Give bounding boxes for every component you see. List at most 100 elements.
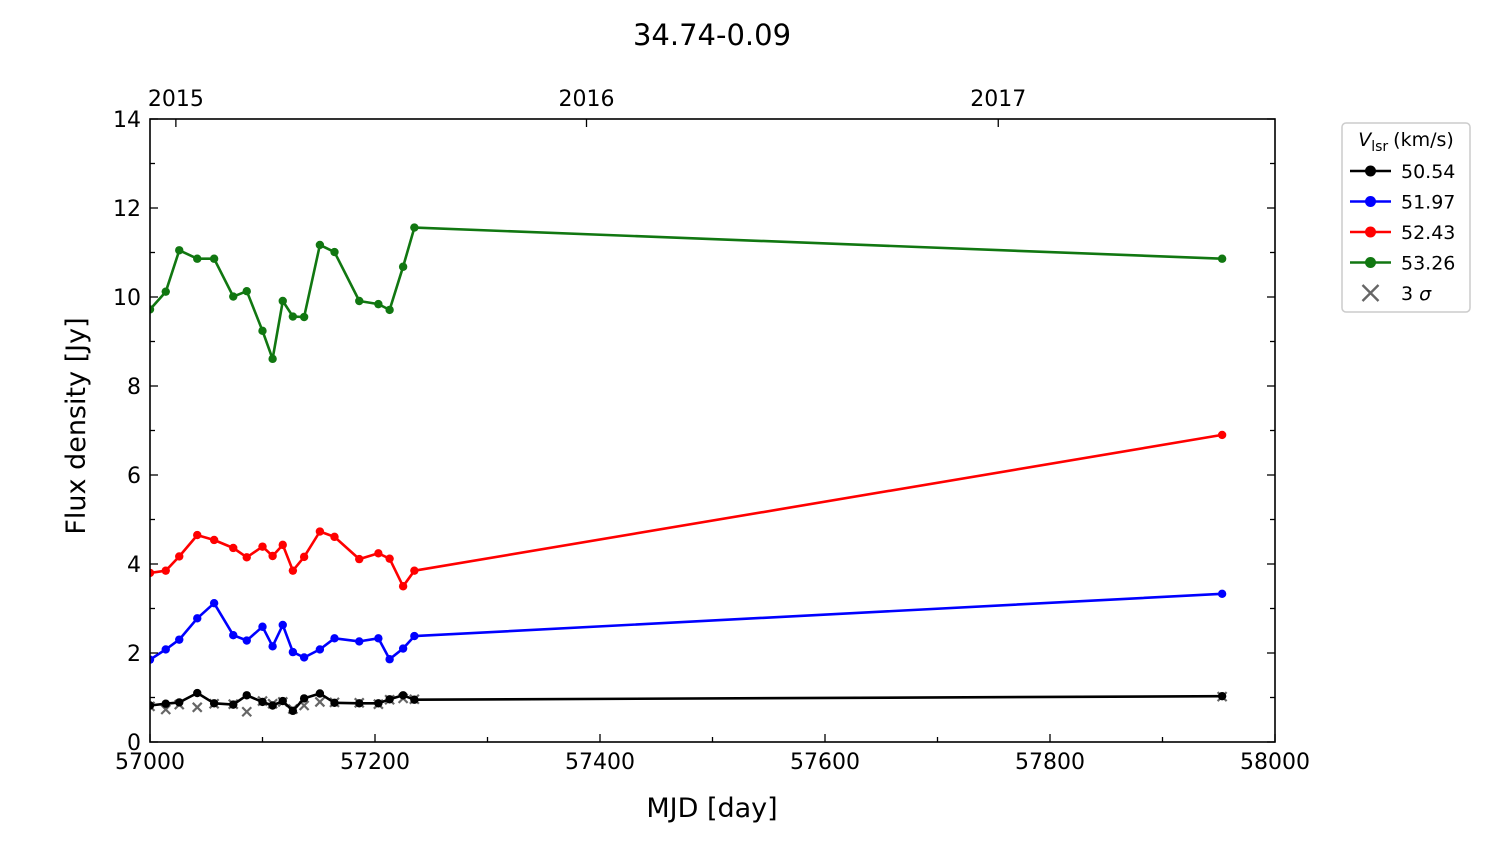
- legend-entry-53.26: 53.26: [1350, 253, 1455, 275]
- data-point-50.54: [398, 691, 408, 700]
- series-line-50.54: [150, 691, 1223, 713]
- data-point-53.26: [278, 296, 287, 306]
- x-tick-label: 57400: [565, 750, 635, 775]
- data-point-53.26: [355, 296, 364, 306]
- data-point-51.97: [355, 637, 364, 646]
- data-point-53.26: [175, 246, 184, 255]
- data-point-52.43: [1217, 430, 1227, 440]
- data-point-52.43: [161, 566, 170, 575]
- data-point-53.26: [410, 223, 419, 232]
- data-point-53.26: [150, 305, 155, 314]
- data-point-53.26: [229, 292, 238, 301]
- data-point-52.43: [150, 568, 155, 578]
- legend-label: 3 σ: [1401, 283, 1432, 305]
- y-tick-label: 10: [113, 286, 141, 311]
- data-point-50.54: [278, 696, 287, 706]
- three-sigma-marker: [191, 702, 203, 713]
- data-point-52.43: [288, 566, 298, 575]
- data-point-53.26: [398, 262, 408, 271]
- legend-marker: [1365, 257, 1376, 268]
- data-point-50.54: [242, 691, 251, 700]
- y-tick-label: 8: [127, 375, 141, 400]
- data-point-52.43: [268, 551, 277, 561]
- y-tick-label: 12: [113, 197, 141, 222]
- data-point-53.26: [209, 254, 219, 263]
- data-point-51.97: [1217, 589, 1227, 599]
- data-point-50.54: [258, 697, 267, 707]
- data-point-52.43: [410, 566, 419, 575]
- data-point-53.26: [193, 254, 202, 263]
- data-point-53.26: [1217, 254, 1227, 263]
- data-point-51.97: [299, 653, 309, 662]
- x-tick-label: 57200: [340, 750, 410, 775]
- data-point-53.26: [330, 247, 339, 257]
- data-point-52.43: [315, 527, 325, 536]
- data-point-53.26: [288, 312, 298, 321]
- legend-entry-50.54: 50.54: [1350, 161, 1455, 183]
- axes: 57000 57200 57400 57600 57800 58000 0 2 4 6 8 10 12 1…: [113, 87, 1310, 775]
- legend-marker: [1365, 165, 1376, 177]
- data-point-53.26: [299, 312, 309, 322]
- y-tick-label: 2: [127, 642, 141, 667]
- three-sigma-stroke: [150, 704, 156, 712]
- data-point-50.54: [161, 699, 170, 708]
- legend-title: Vlsr (km/s): [1358, 129, 1454, 155]
- chart-title: 34.74-0.09: [633, 18, 791, 52]
- three-sigma-stroke: [241, 706, 253, 718]
- three-sigma-stroke: [314, 696, 326, 708]
- legend-label: 53.26: [1401, 253, 1455, 275]
- data-point-53.26: [258, 326, 267, 336]
- data-point-50.54: [193, 688, 202, 698]
- legend-entry-51.97: 51.97: [1350, 192, 1455, 214]
- data-point-50.54: [315, 689, 325, 698]
- data-point-53.26: [315, 240, 325, 250]
- data-point-53.26: [242, 287, 251, 296]
- legend-label: 51.97: [1401, 192, 1455, 214]
- data-point-52.43: [209, 535, 219, 545]
- data-point-53.26: [268, 354, 277, 364]
- data-point-50.54: [410, 695, 419, 704]
- data-point-51.97: [229, 631, 238, 640]
- data-point-52.43: [175, 552, 184, 561]
- series-line-52.43: [150, 433, 1223, 588]
- data-point-51.97: [209, 598, 219, 608]
- top-year-label: 2015: [148, 87, 204, 112]
- y-axis-title: Flux density [Jy]: [61, 317, 92, 534]
- three-sigma-stroke: [298, 700, 310, 711]
- three-sigma-stroke: [191, 702, 203, 713]
- legend-marker: [1365, 226, 1376, 238]
- top-year-label: 2017: [970, 87, 1026, 112]
- data-point-51.97: [410, 631, 419, 641]
- y-tick-label: 14: [113, 108, 141, 133]
- data-point-50.54: [1217, 691, 1227, 701]
- data-point-51.97: [193, 614, 202, 623]
- data-point-51.97: [330, 634, 339, 643]
- series-line-51.97: [150, 592, 1223, 661]
- data-point-50.54: [229, 700, 238, 709]
- data-point-51.97: [161, 645, 170, 654]
- plot-area: [150, 223, 1228, 718]
- data-point-51.97: [315, 645, 325, 654]
- data-point-52.43: [193, 530, 202, 540]
- y-tick-label: 4: [127, 553, 141, 578]
- data-point-50.54: [288, 706, 298, 716]
- data-point-50.54: [268, 701, 277, 710]
- data-point-50.54: [330, 698, 339, 708]
- data-point-50.54: [355, 699, 364, 708]
- data-point-52.43: [355, 554, 364, 564]
- data-point-51.97: [268, 642, 277, 651]
- legend-label: 52.43: [1401, 222, 1455, 244]
- data-point-51.97: [278, 620, 287, 630]
- data-point-51.97: [175, 635, 184, 644]
- data-point-50.54: [374, 699, 383, 708]
- data-point-52.43: [330, 532, 339, 542]
- data-point-51.97: [288, 647, 298, 657]
- three-sigma-marker: [314, 696, 326, 708]
- data-point-52.43: [299, 552, 309, 562]
- legend-entry-three-sigma: 3 σ: [1361, 283, 1432, 305]
- legend: Vlsr (km/s) 50.54 51.97 52.43 53.26 3 σ: [1341, 122, 1471, 313]
- data-point-52.43: [398, 582, 408, 591]
- data-point-52.43: [242, 553, 251, 562]
- x-tick-label: 58000: [1240, 750, 1310, 775]
